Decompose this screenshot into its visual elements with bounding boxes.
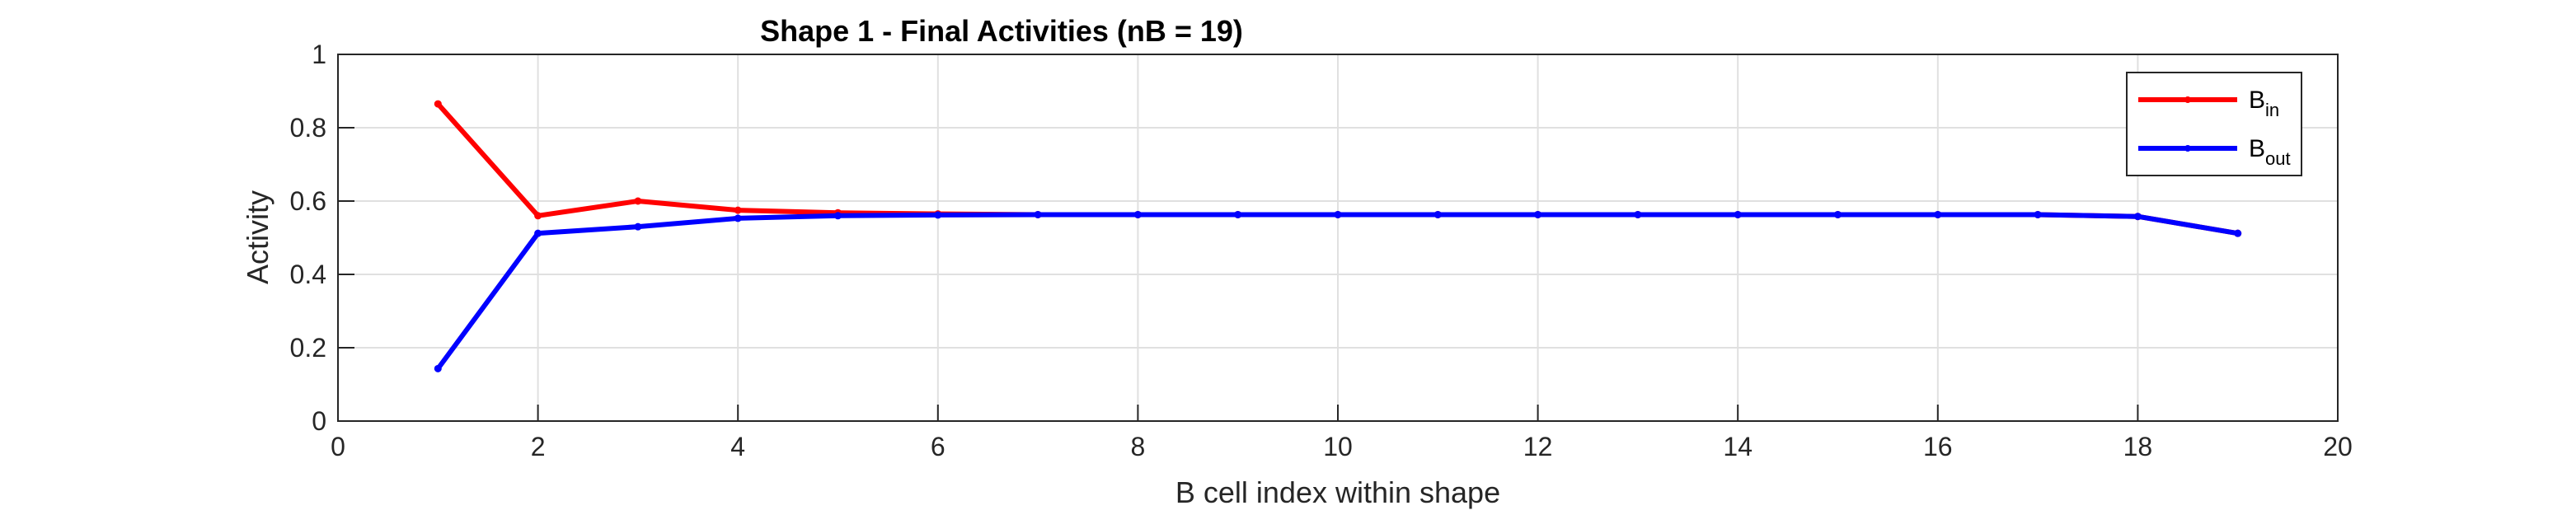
legend-label-bout-subscript: out	[2265, 148, 2291, 169]
data-point-bout	[1034, 210, 1042, 218]
x-tick-label: 14	[1723, 432, 1753, 461]
y-axis-ticks: 0 0.2 0.4 0.6 0.8 1	[290, 40, 354, 436]
data-point-bout	[934, 211, 942, 219]
y-tick-label: 1	[312, 40, 326, 69]
chart-title: Shape 1 - Final Activities (nB = 19)	[760, 14, 1243, 48]
data-point-bout	[1433, 210, 1442, 218]
legend-label-bout-base: B	[2249, 135, 2265, 162]
x-axis-label: B cell index within shape	[1175, 475, 1500, 509]
y-tick-label: 0	[312, 406, 326, 436]
legend-label-bin: Bin	[2249, 87, 2279, 120]
data-point-bout	[2234, 229, 2242, 237]
grid	[337, 54, 2339, 422]
data-point-bin	[734, 206, 742, 214]
legend-marker-bin	[2184, 96, 2191, 103]
data-point-bout	[2034, 210, 2042, 218]
data-point-bout	[534, 229, 542, 237]
data-point-bout	[634, 222, 642, 231]
legend: Bin Bout	[2126, 72, 2302, 176]
data-point-bout	[734, 214, 742, 222]
x-tick-label: 10	[1323, 432, 1353, 461]
data-point-bin	[534, 212, 542, 220]
legend-box	[2126, 72, 2302, 176]
x-tick-label: 2	[531, 432, 546, 461]
legend-label-bin-subscript: in	[2265, 100, 2279, 120]
y-axis-label: Activity	[241, 190, 274, 284]
x-tick-label: 6	[931, 432, 945, 461]
data-point-bout	[2133, 213, 2142, 221]
x-tick-label: 20	[2323, 432, 2353, 461]
legend-label-bout: Bout	[2249, 135, 2291, 169]
data-point-bout	[1634, 210, 1642, 218]
x-tick-label: 12	[1523, 432, 1553, 461]
y-tick-label: 0.8	[290, 113, 326, 143]
data-point-bout	[834, 212, 842, 220]
y-tick-label: 0.6	[290, 186, 326, 216]
data-point-bout	[434, 364, 442, 372]
x-tick-label: 0	[331, 432, 345, 461]
x-tick-label: 18	[2123, 432, 2153, 461]
x-tick-label: 16	[1923, 432, 1953, 461]
legend-marker-bout	[2184, 145, 2191, 152]
data-series	[434, 100, 2242, 372]
data-point-bout	[1334, 210, 1342, 218]
x-tick-label: 8	[1131, 432, 1146, 461]
x-tick-label: 4	[730, 432, 745, 461]
data-point-bout	[1534, 210, 1542, 218]
data-point-bout	[1133, 210, 1142, 218]
y-tick-label: 0.2	[290, 333, 326, 363]
data-point-bout	[1234, 210, 1242, 218]
data-point-bout	[1734, 210, 1742, 218]
x-axis-ticks: 0 2 4 6 8 10 12 14 16 18 20	[331, 405, 2353, 461]
y-tick-label: 0.4	[290, 260, 326, 289]
legend-label-bin-base: B	[2249, 87, 2265, 114]
data-point-bin	[634, 197, 642, 205]
data-point-bout	[1834, 210, 1842, 218]
data-point-bin	[434, 100, 442, 108]
data-point-bout	[1934, 210, 1942, 218]
